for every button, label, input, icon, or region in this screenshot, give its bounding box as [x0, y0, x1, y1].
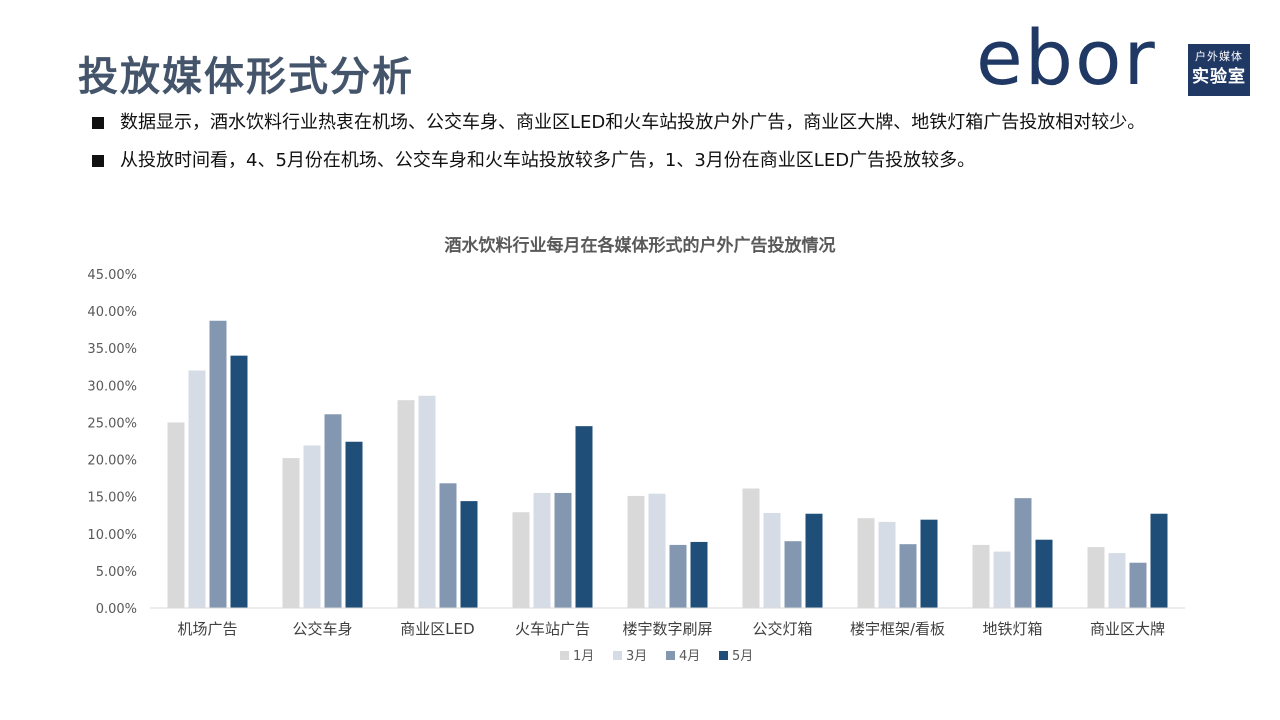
bar: [188, 370, 206, 608]
bar: [920, 519, 938, 608]
bar: [1014, 498, 1032, 608]
bar: [554, 492, 572, 608]
legend-label: 3月: [626, 649, 647, 664]
bullet-text: 从投放时间看，4、5月份在机场、公交车身和火车站投放较多广告，1、3月份在商业区…: [120, 150, 976, 171]
legend-label: 4月: [679, 649, 700, 664]
legend-swatch: [666, 651, 675, 660]
legend-swatch: [613, 651, 622, 660]
bar: [669, 544, 687, 608]
legend-swatch: [560, 651, 569, 660]
bullet-text: 数据显示，酒水饮料行业热衷在机场、公交车身、商业区LED和火车站投放户外广告，商…: [120, 112, 1146, 133]
bar: [439, 483, 457, 608]
bar: [397, 400, 415, 608]
bar: [784, 541, 802, 608]
bar: [575, 426, 593, 608]
bullet-item: 从投放时间看，4、5月份在机场、公交车身和火车站投放较多广告，1、3月份在商业区…: [92, 142, 1202, 180]
x-axis: 机场广告 公交车身 商业区LED 火车站广告 楼宇数字刷屏 公交灯箱 楼宇框架/看板 地铁灯箱…: [150, 607, 1185, 638]
y-tick-label: 45.00%: [87, 268, 137, 283]
bar: [1108, 553, 1126, 608]
bar: [857, 518, 875, 608]
y-tick-label: 40.00%: [87, 305, 137, 320]
y-tick-label: 35.00%: [87, 342, 137, 357]
y-tick-label: 20.00%: [87, 454, 137, 469]
y-tick-label: 15.00%: [87, 491, 137, 506]
y-tick-label: 10.00%: [87, 528, 137, 543]
logo-badge-top: 户外媒体: [1195, 50, 1243, 63]
x-tick-label: 地铁灯箱: [982, 620, 1042, 638]
bar: [805, 513, 823, 608]
chart-title: 酒水饮料行业每月在各媒体形式的户外广告投放情况: [445, 235, 836, 256]
bar: [899, 544, 917, 608]
bar: [878, 521, 896, 608]
bar: [282, 458, 300, 608]
bar: [627, 495, 645, 608]
bar: [303, 445, 321, 608]
bar: [209, 320, 227, 608]
legend-swatch: [719, 651, 728, 660]
bullet-square-icon: [92, 155, 104, 167]
bars-group: [167, 320, 1168, 608]
y-tick-label: 0.00%: [96, 602, 137, 617]
y-tick-label: 25.00%: [87, 416, 137, 431]
bullet-item: 数据显示，酒水饮料行业热衷在机场、公交车身、商业区LED和火车站投放户外广告，商…: [92, 104, 1202, 142]
bar: [533, 492, 551, 608]
bar: [1035, 539, 1053, 608]
y-axis: 0.00% 5.00% 10.00% 15.00% 20.00% 25.00% 30.00%…: [87, 268, 137, 617]
chart-legend: 1月 3月 4月 5月: [560, 649, 753, 664]
bar: [690, 541, 708, 608]
logo-wordmark: ebor: [976, 13, 1157, 102]
bar: [418, 395, 436, 608]
bar: [230, 355, 248, 608]
bar: [512, 512, 530, 608]
bar: [972, 544, 990, 608]
bar: [324, 414, 342, 608]
bar: [345, 441, 363, 608]
x-tick-label: 楼宇数字刷屏: [622, 620, 712, 638]
x-tick-label: 商业区大牌: [1090, 620, 1165, 638]
x-tick-label: 楼宇框架/看板: [850, 620, 945, 638]
bar: [460, 501, 478, 608]
x-tick-label: 商业区LED: [400, 620, 474, 638]
bullet-square-icon: [92, 117, 104, 129]
bar: [1129, 562, 1147, 608]
x-tick-label: 公交灯箱: [752, 620, 812, 638]
legend-label: 1月: [573, 649, 594, 664]
brand-logo: ebor 户外媒体 实验室: [976, 18, 1252, 100]
bar: [1150, 513, 1168, 608]
bar: [993, 551, 1011, 608]
bullet-list: 数据显示，酒水饮料行业热衷在机场、公交车身、商业区LED和火车站投放户外广告，商…: [92, 104, 1202, 180]
page-title: 投放媒体形式分析: [78, 54, 414, 100]
y-tick-label: 5.00%: [96, 565, 137, 580]
x-tick-label: 机场广告: [177, 620, 237, 638]
logo-badge: 户外媒体 实验室: [1188, 44, 1250, 96]
bar: [742, 488, 760, 608]
bar: [648, 493, 666, 608]
x-tick-label: 火车站广告: [515, 620, 590, 638]
bar: [167, 422, 185, 608]
bar: [1087, 547, 1105, 608]
legend-label: 5月: [732, 649, 753, 664]
logo-badge-bottom: 实验室: [1192, 67, 1246, 87]
x-tick-label: 公交车身: [292, 620, 352, 638]
y-tick-label: 30.00%: [87, 379, 137, 394]
bar: [763, 512, 781, 608]
